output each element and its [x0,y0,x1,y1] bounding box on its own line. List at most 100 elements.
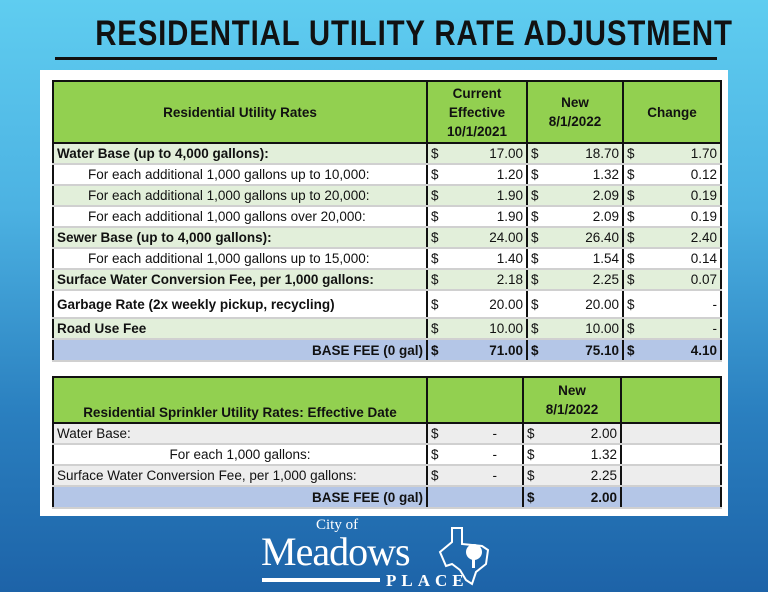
table-row: Water Base: $ - $2.00 [53,423,722,445]
value: 0.12 [690,167,717,182]
currency: $ [431,167,439,182]
new-cell: $20.00 [526,290,624,319]
row-label: For each additional 1,000 gallons up to … [53,164,427,186]
current-cell: $17.00 [426,143,528,165]
value: 20.00 [489,296,523,312]
table-header-row: Residential Sprinkler Utility Rates: Eff… [53,377,722,424]
table-row: Sewer Base (up to 4,000 gallons): $24.00 $… [53,227,722,249]
value: 1.90 [496,209,523,224]
total-row: BASE FEE (0 gal) $2.00 [53,485,722,509]
new-cell: $18.70 [526,143,624,165]
header-current: Current Effective 10/1/2021 [426,81,528,144]
currency: $ [531,296,539,312]
current-cell: $24.00 [426,227,528,249]
change-cell: $1.70 [622,143,722,165]
currency: $ [431,426,439,441]
header-new: New 8/1/2022 [526,81,624,144]
currency: $ [431,447,439,462]
currency: $ [431,230,439,245]
currency: $ [531,188,539,203]
row-label: Water Base: [53,423,427,445]
value: 10.00 [585,321,619,336]
value: 2.09 [592,188,619,203]
total-current [426,485,524,509]
current-cell: $1.90 [426,185,528,207]
currency: $ [627,321,635,336]
total-new: $2.00 [522,485,622,509]
value: 10.00 [489,321,523,336]
change-cell: $ - [622,290,722,319]
currency: $ [627,296,635,312]
currency: $ [531,251,539,266]
row-label: Surface Water Conversion Fee, per 1,000 … [53,465,427,487]
row-label: Sewer Base (up to 4,000 gallons): [53,227,427,249]
currency: $ [431,296,439,312]
value: 0.19 [690,209,717,224]
new-cell: $1.54 [526,248,624,270]
value: 24.00 [489,230,523,245]
current-cell: $ - [426,444,524,466]
value: 0.19 [690,188,717,203]
change-cell [620,423,722,445]
currency: $ [531,146,539,161]
value: 4.10 [690,342,717,358]
value: 1.54 [592,251,619,266]
new-cell: $2.25 [522,465,622,487]
table-row: For each additional 1,000 gallons up to … [53,164,722,186]
value: 20.00 [585,296,619,312]
current-cell: $1.90 [426,206,528,228]
header-line: 10/1/2021 [446,123,508,139]
value: 2.00 [590,426,617,441]
new-cell: $2.09 [526,185,624,207]
value: 0.14 [690,251,717,266]
header-line: 8/1/2022 [545,402,599,417]
value: - [492,468,498,483]
row-label: For each additional 1,000 gallons up to … [53,185,427,207]
logo-place: PLACE [386,571,469,590]
currency: $ [431,342,439,358]
page-title: RESIDENTIAL UTILITY RATE ADJUSTMENT [95,14,733,53]
total-label: BASE FEE (0 gal) [53,485,427,509]
value: 2.25 [590,468,617,483]
currency: $ [527,489,535,505]
current-cell: $ - [426,465,524,487]
current-cell: $2.18 [426,269,528,291]
row-label: For each additional 1,000 gallons over 2… [53,206,427,228]
total-new: $75.10 [526,338,624,362]
currency: $ [627,251,635,266]
currency: $ [527,468,535,483]
currency: $ [431,251,439,266]
logo-name: Meadows [261,529,411,574]
row-label: For each additional 1,000 gallons up to … [53,248,427,270]
current-cell: $ - [426,423,524,445]
table-row: For each additional 1,000 gallons over 2… [53,206,722,228]
new-cell: $2.25 [526,269,624,291]
value: 75.10 [585,342,619,358]
currency: $ [527,447,535,462]
texas-tree-icon [438,527,490,586]
row-label: Surface Water Conversion Fee, per 1,000 … [53,269,427,291]
header-line: New [561,95,589,110]
value: - [492,447,498,462]
value: 17.00 [489,146,523,161]
value: - [712,296,718,312]
table-row: For each additional 1,000 gallons up to … [53,185,722,207]
change-cell: $0.19 [622,206,722,228]
header-new: New 8/1/2022 [522,377,622,424]
header-line: Effective [448,104,506,120]
change-cell: $0.14 [622,248,722,270]
value: 2.18 [496,272,523,287]
new-cell: $26.40 [526,227,624,249]
currency: $ [531,272,539,287]
header-blank [620,377,722,424]
current-cell: $1.20 [426,164,528,186]
residential-rates-table: Residential Utility Rates Current Effecti… [52,80,722,362]
currency: $ [627,188,635,203]
title-underline [55,57,717,60]
change-cell: $0.07 [622,269,722,291]
row-label: For each 1,000 gallons: [53,444,427,466]
table-header-row: Residential Utility Rates Current Effecti… [53,81,722,144]
value: 26.40 [585,230,619,245]
value: 1.32 [590,447,617,462]
change-cell: $2.40 [622,227,722,249]
